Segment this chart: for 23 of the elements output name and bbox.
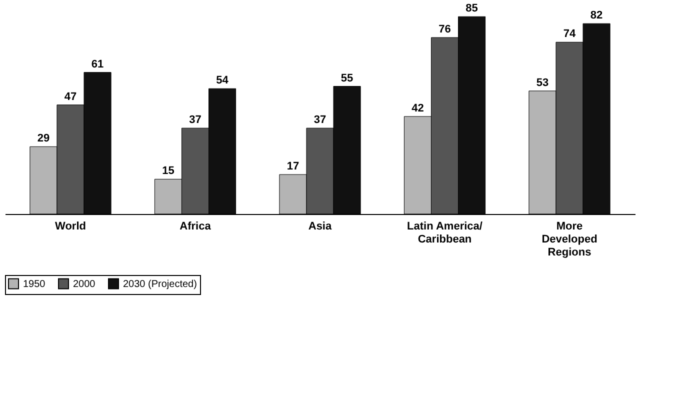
x-tick-label: Latin America/ Caribbean bbox=[407, 220, 482, 246]
legend-label: 2030 (Projected) bbox=[123, 278, 197, 290]
data-label: 82 bbox=[590, 10, 603, 22]
data-label: 53 bbox=[536, 76, 549, 89]
data-label: 61 bbox=[91, 58, 104, 70]
data-label: 76 bbox=[438, 24, 451, 36]
data-label: 85 bbox=[466, 2, 478, 15]
data-label: 55 bbox=[340, 72, 354, 84]
data-label: 37 bbox=[314, 114, 326, 126]
x-tick-label: Asia bbox=[308, 220, 332, 232]
data-label: 37 bbox=[189, 114, 202, 126]
x-tick-label: Africa bbox=[180, 220, 212, 232]
data-label: 17 bbox=[286, 160, 300, 173]
legend-label: 1950 bbox=[23, 278, 46, 290]
data-label: 15 bbox=[162, 165, 174, 178]
data-label: 54 bbox=[216, 74, 230, 87]
data-label: 74 bbox=[563, 28, 576, 40]
legend-label: 2000 bbox=[73, 278, 96, 290]
data-label: 47 bbox=[64, 90, 77, 103]
x-tick-label: More Developed Regions bbox=[542, 220, 598, 258]
data-label: 29 bbox=[37, 132, 50, 145]
x-tick-label: World bbox=[55, 220, 86, 232]
data-label: 42 bbox=[412, 102, 424, 114]
